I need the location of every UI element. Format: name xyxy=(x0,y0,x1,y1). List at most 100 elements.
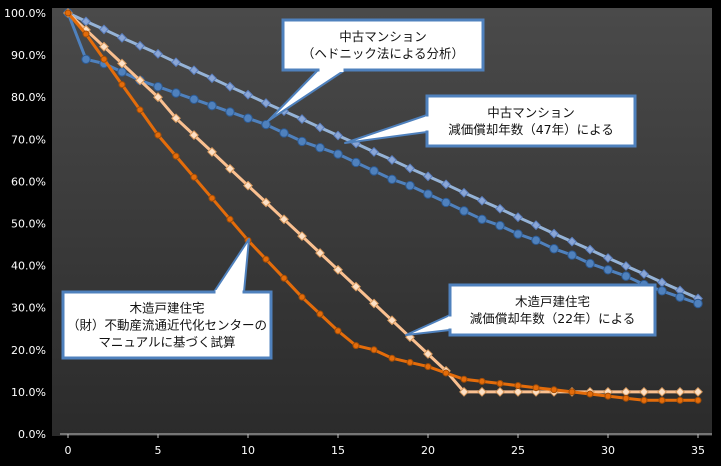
data-point xyxy=(387,174,397,184)
data-point xyxy=(154,131,162,139)
data-point xyxy=(405,163,415,174)
data-point xyxy=(550,386,558,394)
y-tick-label: 80.0% xyxy=(11,91,46,104)
data-point xyxy=(585,244,595,255)
data-point xyxy=(297,114,307,124)
data-point xyxy=(369,298,379,309)
data-point xyxy=(225,163,235,174)
data-point xyxy=(640,396,648,404)
data-point xyxy=(603,253,613,263)
callout-1: 中古マンション （ヘドニック法による分析） xyxy=(267,18,485,122)
x-tick-label: 0 xyxy=(65,444,72,457)
data-point xyxy=(459,386,469,397)
data-point xyxy=(333,130,343,141)
data-point xyxy=(243,113,253,123)
x-tick-label: 15 xyxy=(331,444,345,457)
x-tick-label: 25 xyxy=(511,444,525,457)
data-point xyxy=(405,180,415,191)
callout-box xyxy=(61,290,273,360)
data-point xyxy=(243,180,253,191)
x-tick-label: 35 xyxy=(691,444,705,457)
data-point xyxy=(387,315,397,326)
data-point xyxy=(171,113,181,124)
data-point xyxy=(334,327,342,335)
data-point xyxy=(513,386,523,397)
data-point xyxy=(676,396,684,404)
data-point xyxy=(603,265,613,275)
data-point xyxy=(496,379,504,387)
y-tick-label: 30.0% xyxy=(11,302,46,315)
data-point xyxy=(81,54,91,65)
data-point xyxy=(675,386,685,397)
data-point xyxy=(297,136,307,147)
data-point xyxy=(567,250,577,260)
data-point xyxy=(351,157,361,168)
y-tick-label: 10.0% xyxy=(11,386,46,399)
data-point xyxy=(657,286,667,296)
data-point xyxy=(442,369,450,377)
data-point xyxy=(693,386,703,397)
data-point xyxy=(315,248,325,258)
data-point xyxy=(171,57,181,68)
x-tick-label: 10 xyxy=(241,444,255,457)
data-point xyxy=(441,197,451,208)
y-tick-label: 70.0% xyxy=(11,133,46,146)
data-point xyxy=(99,24,109,35)
y-tick-label: 90.0% xyxy=(11,49,46,62)
series-used-condo-hedonic xyxy=(63,8,703,309)
data-point xyxy=(280,274,288,282)
data-point xyxy=(388,354,396,362)
data-point xyxy=(423,349,433,359)
data-point xyxy=(477,386,487,397)
data-point xyxy=(279,128,289,138)
y-tick-label: 100.0% xyxy=(4,7,46,20)
data-point xyxy=(82,30,90,38)
data-point xyxy=(531,220,541,231)
data-point xyxy=(153,81,163,92)
data-point xyxy=(135,40,145,51)
data-point xyxy=(207,100,217,111)
data-point xyxy=(189,94,199,105)
data-point xyxy=(189,65,199,76)
x-tick-label: 30 xyxy=(601,444,615,457)
data-point xyxy=(423,189,433,199)
callout-box xyxy=(425,94,637,148)
data-point xyxy=(117,67,127,77)
data-point xyxy=(460,375,468,383)
data-point xyxy=(406,358,414,366)
data-point xyxy=(279,214,289,225)
data-point xyxy=(549,228,559,239)
callout-box xyxy=(448,283,657,337)
data-point xyxy=(171,88,181,98)
x-tick-label: 5 xyxy=(155,444,162,457)
data-point xyxy=(99,41,109,52)
data-point xyxy=(369,166,379,176)
data-point xyxy=(621,271,631,281)
y-tick-label: 40.0% xyxy=(11,260,46,273)
data-point xyxy=(370,346,378,354)
data-point xyxy=(459,206,469,216)
callout-text-line: 中古マンション xyxy=(339,29,427,44)
data-point xyxy=(189,130,199,140)
data-point xyxy=(117,58,127,69)
y-tick-label: 60.0% xyxy=(11,175,46,188)
data-point xyxy=(261,119,271,130)
plot-area xyxy=(52,8,712,436)
data-point xyxy=(262,255,270,263)
callout-text-line: マニュアルに基づく試算 xyxy=(98,335,235,350)
data-point xyxy=(621,261,631,271)
y-tick-label: 50.0% xyxy=(11,218,46,231)
data-point xyxy=(514,382,522,390)
data-point xyxy=(207,73,217,84)
callout-text-line: （ヘドニック法による分析） xyxy=(302,46,464,61)
data-point xyxy=(153,92,163,103)
data-point xyxy=(261,197,271,208)
data-point xyxy=(352,342,360,350)
data-point xyxy=(622,394,630,402)
callout-text-line: 減価償却年数（47年）による xyxy=(448,122,614,137)
data-point xyxy=(261,98,271,109)
x-tick-label: 20 xyxy=(421,444,435,457)
data-point xyxy=(477,195,487,206)
